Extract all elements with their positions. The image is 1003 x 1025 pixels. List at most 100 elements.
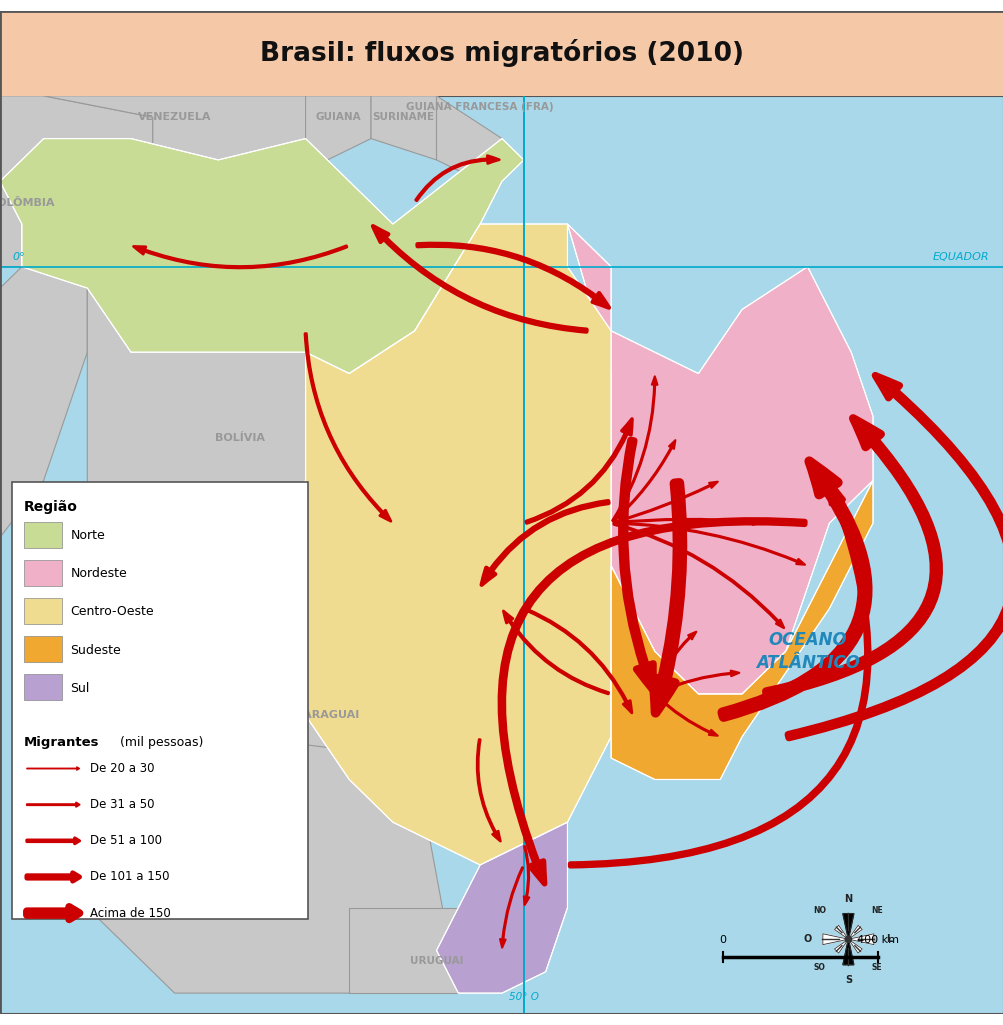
- Polygon shape: [240, 587, 414, 758]
- Polygon shape: [305, 96, 371, 160]
- Bar: [24, 560, 62, 586]
- Text: N: N: [844, 894, 852, 904]
- Text: (mil pessoas): (mil pessoas): [116, 736, 204, 749]
- Text: SE: SE: [871, 964, 882, 973]
- Polygon shape: [833, 939, 848, 953]
- Text: BOLÍVIA: BOLÍVIA: [215, 433, 265, 443]
- FancyArrowPatch shape: [526, 609, 631, 712]
- FancyArrowPatch shape: [787, 375, 1003, 738]
- FancyArrowPatch shape: [27, 907, 79, 919]
- FancyArrowPatch shape: [721, 461, 867, 718]
- Text: SO: SO: [813, 964, 824, 973]
- Text: O: O: [803, 934, 811, 944]
- FancyArrowPatch shape: [27, 767, 79, 770]
- FancyArrowPatch shape: [656, 696, 717, 736]
- Text: Nordeste: Nordeste: [70, 567, 127, 580]
- Text: S: S: [844, 975, 852, 985]
- Bar: [24, 598, 62, 624]
- Text: COLÔMBIA: COLÔMBIA: [0, 198, 54, 208]
- Text: GUIANA: GUIANA: [315, 112, 361, 122]
- Text: De 101 a 150: De 101 a 150: [90, 870, 170, 884]
- Text: OCEANO
ATLÂNTICO: OCEANO ATLÂNTICO: [755, 630, 859, 672]
- Polygon shape: [0, 266, 87, 566]
- FancyArrowPatch shape: [656, 670, 738, 693]
- Polygon shape: [0, 138, 524, 373]
- Polygon shape: [436, 822, 567, 993]
- FancyArrowPatch shape: [612, 376, 657, 521]
- Text: De 20 a 30: De 20 a 30: [90, 762, 154, 775]
- Polygon shape: [848, 926, 862, 939]
- Text: SURINAME: SURINAME: [372, 112, 434, 122]
- Polygon shape: [822, 934, 848, 945]
- Bar: [24, 636, 62, 662]
- Text: Norte: Norte: [70, 529, 105, 542]
- Polygon shape: [848, 939, 862, 953]
- FancyArrowPatch shape: [481, 501, 608, 585]
- Bar: [12, 483, 308, 919]
- Polygon shape: [349, 908, 458, 993]
- Polygon shape: [371, 96, 436, 160]
- Text: PARAGUAI: PARAGUAI: [296, 710, 359, 721]
- Text: Sudeste: Sudeste: [70, 644, 121, 657]
- FancyArrowPatch shape: [499, 520, 804, 884]
- Bar: [0, 10, 1003, 96]
- Text: Migrantes: Migrantes: [24, 736, 99, 749]
- Text: ARGENTINA: ARGENTINA: [223, 859, 301, 871]
- FancyArrowPatch shape: [27, 837, 79, 844]
- Text: 50° O: 50° O: [509, 992, 539, 1002]
- FancyArrowPatch shape: [415, 156, 498, 201]
- Text: De 31 a 50: De 31 a 50: [90, 798, 154, 811]
- Polygon shape: [833, 926, 848, 939]
- Polygon shape: [848, 934, 873, 945]
- Text: Brasil: fluxos migratórios (2010): Brasil: fluxos migratórios (2010): [260, 39, 743, 68]
- FancyArrowPatch shape: [503, 611, 608, 694]
- Text: VENEZUELA: VENEZUELA: [137, 112, 212, 122]
- Polygon shape: [87, 737, 458, 993]
- Text: Sul: Sul: [70, 682, 89, 695]
- Text: NO: NO: [812, 906, 825, 915]
- FancyArrowPatch shape: [613, 523, 783, 628]
- Text: GUIANA FRANCESA (FRA): GUIANA FRANCESA (FRA): [406, 101, 554, 112]
- FancyArrowPatch shape: [372, 227, 586, 332]
- Text: URUGUAI: URUGUAI: [409, 956, 462, 967]
- Text: 400 km: 400 km: [857, 935, 899, 945]
- Polygon shape: [843, 913, 853, 939]
- FancyArrowPatch shape: [612, 440, 675, 522]
- Bar: [24, 522, 62, 547]
- Text: 0: 0: [719, 935, 725, 945]
- Text: 0°: 0°: [12, 252, 25, 261]
- Polygon shape: [843, 939, 853, 965]
- Circle shape: [845, 936, 851, 942]
- Text: Centro-Oeste: Centro-Oeste: [70, 606, 153, 618]
- Polygon shape: [43, 96, 305, 181]
- Bar: [24, 674, 62, 700]
- Text: L: L: [885, 934, 891, 944]
- FancyArrowPatch shape: [524, 846, 529, 905]
- Polygon shape: [436, 96, 502, 181]
- FancyArrowPatch shape: [570, 483, 869, 866]
- FancyArrowPatch shape: [655, 631, 696, 692]
- FancyArrowPatch shape: [305, 333, 390, 521]
- Text: NE: NE: [871, 906, 882, 915]
- FancyArrowPatch shape: [621, 440, 653, 692]
- Text: Região: Região: [24, 500, 78, 515]
- FancyArrowPatch shape: [613, 523, 804, 565]
- FancyArrowPatch shape: [476, 739, 499, 842]
- FancyArrowPatch shape: [27, 872, 79, 882]
- FancyArrowPatch shape: [613, 482, 717, 523]
- FancyArrowPatch shape: [765, 418, 938, 696]
- FancyArrowPatch shape: [653, 483, 682, 712]
- FancyArrowPatch shape: [133, 246, 347, 268]
- Text: EQUADOR: EQUADOR: [932, 252, 988, 261]
- Polygon shape: [87, 266, 349, 566]
- FancyArrowPatch shape: [613, 519, 760, 525]
- FancyArrowPatch shape: [526, 419, 632, 523]
- FancyArrowPatch shape: [499, 867, 523, 948]
- Text: De 51 a 100: De 51 a 100: [90, 834, 162, 848]
- Polygon shape: [0, 96, 152, 266]
- FancyArrowPatch shape: [417, 244, 609, 308]
- Polygon shape: [262, 224, 611, 865]
- FancyArrowPatch shape: [27, 803, 79, 807]
- Text: Acima de 150: Acima de 150: [90, 906, 171, 919]
- Polygon shape: [567, 224, 873, 694]
